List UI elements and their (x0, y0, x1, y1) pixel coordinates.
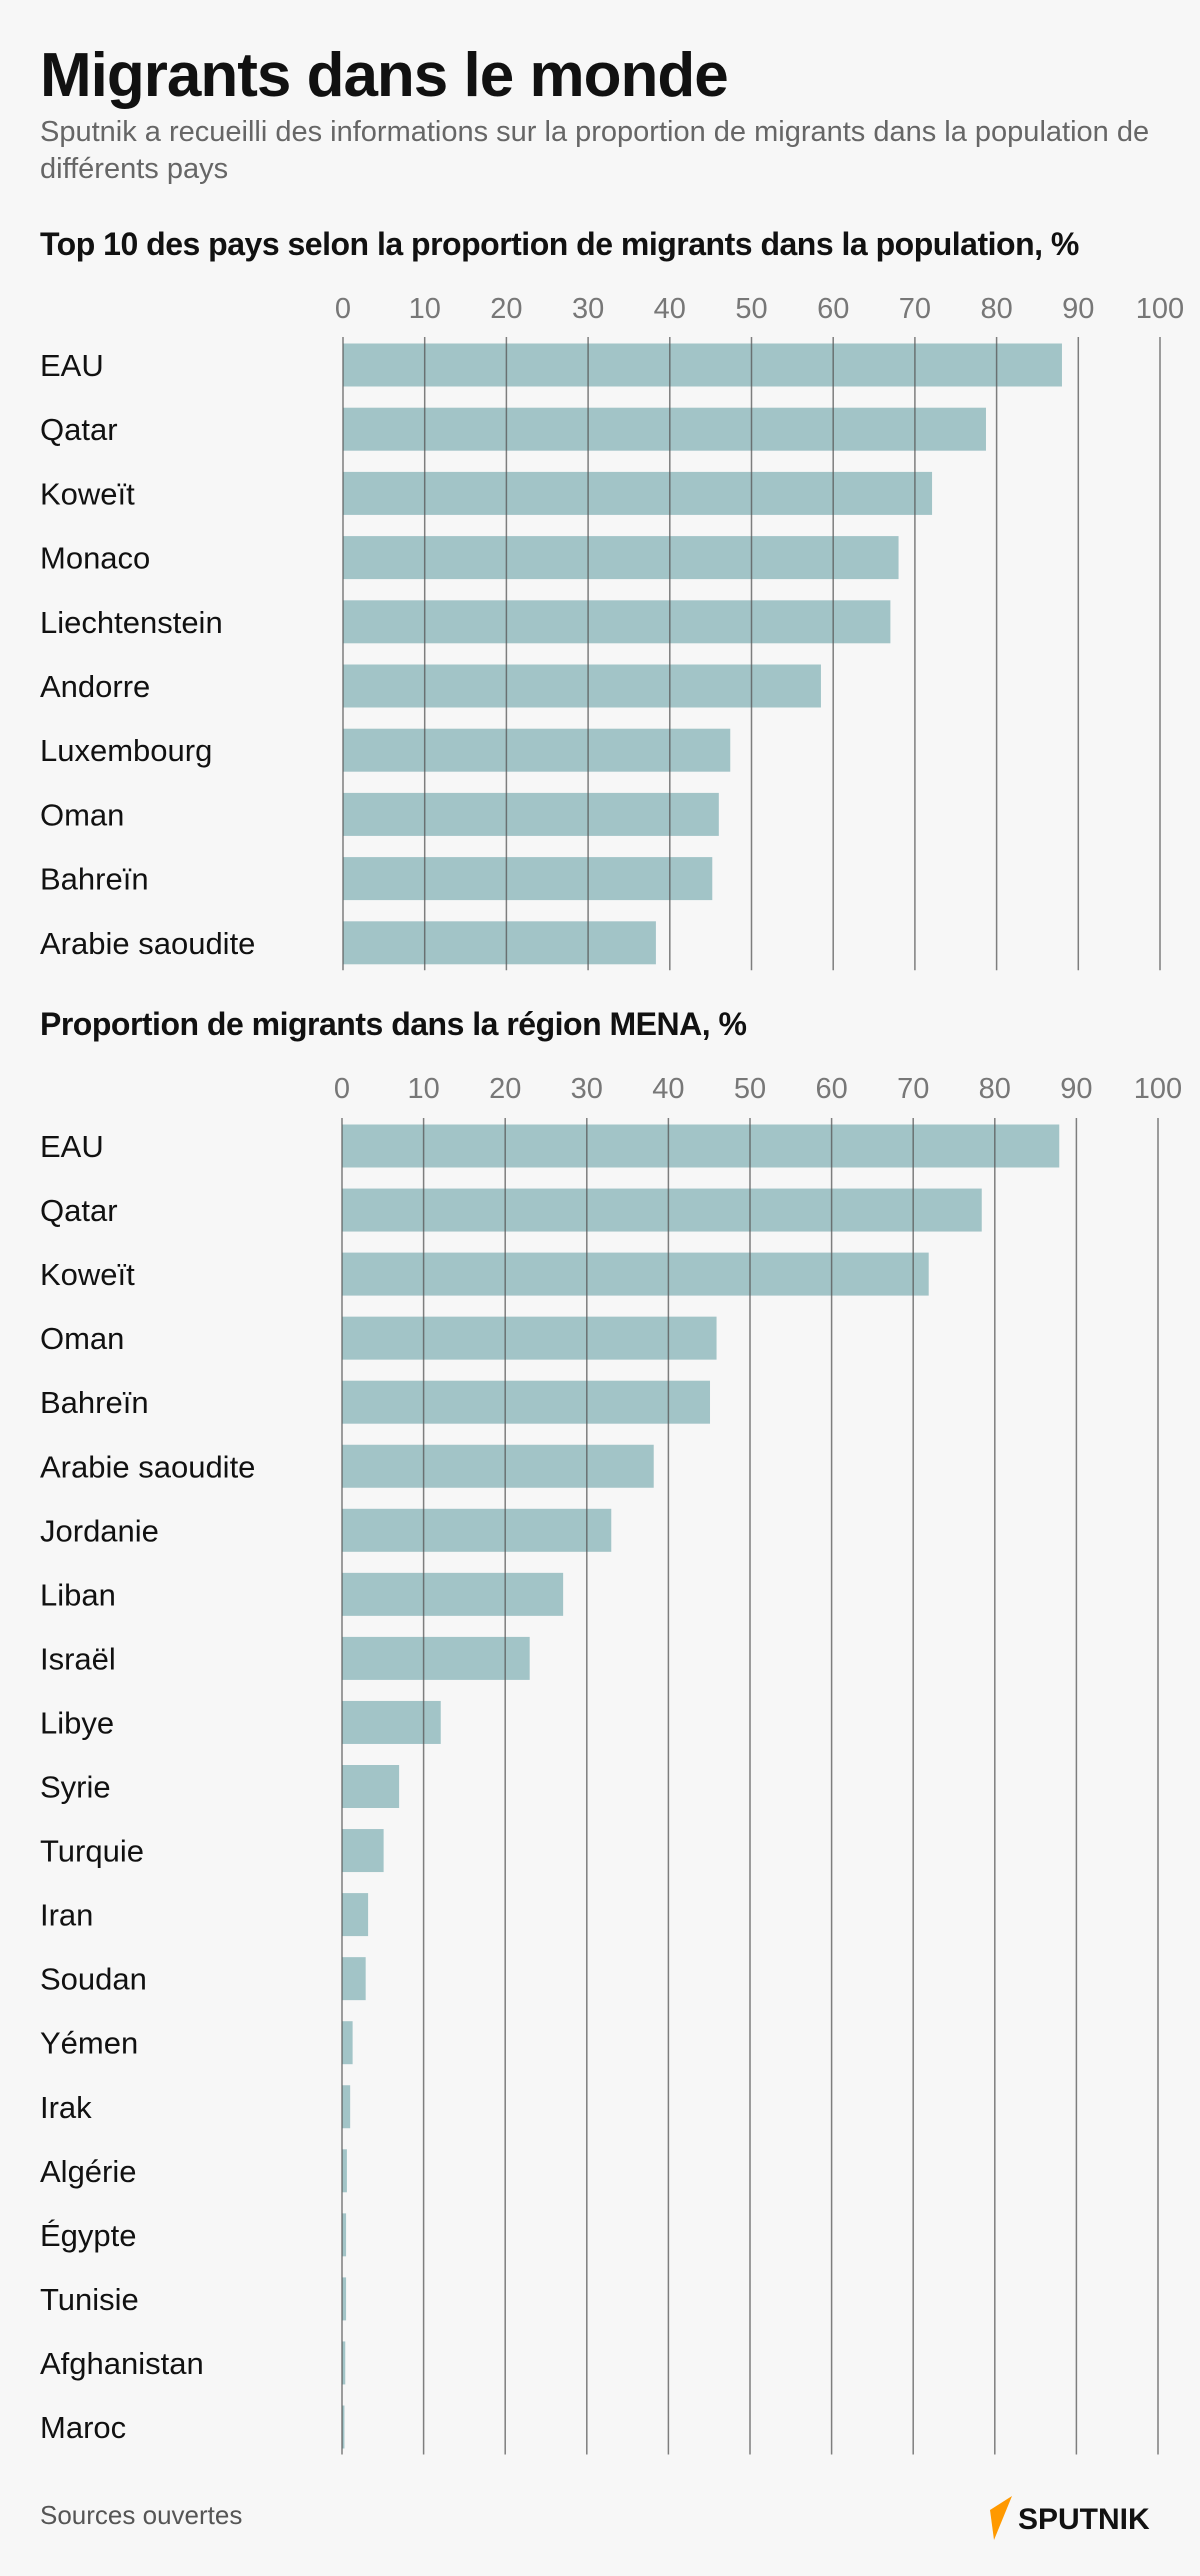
category-label: Koweït (40, 476, 135, 511)
tick-label: 40 (654, 293, 686, 325)
bar-Syrie (342, 1765, 400, 1808)
tick-label: 50 (734, 1073, 766, 1105)
category-label: Andorre (40, 669, 150, 704)
category-label: Qatar (40, 1193, 118, 1228)
source-note: Sources ouvertes (40, 2500, 243, 2530)
category-label: Israël (40, 1641, 116, 1676)
bar-Maroc (342, 2405, 345, 2449)
tick-label: 10 (409, 293, 441, 325)
category-label: Oman (40, 797, 124, 832)
category-label: Libye (40, 1705, 114, 1740)
category-label: Arabie saoudite (40, 926, 255, 961)
category-label: Maroc (40, 2410, 126, 2445)
tick-label: 60 (817, 293, 849, 325)
category-label: Bahreïn (40, 1385, 149, 1420)
category-label: Turquie (40, 1834, 144, 1869)
tick-label: 30 (571, 1073, 603, 1105)
tick-label: 80 (979, 1073, 1011, 1105)
bar-Bahreïn (343, 857, 713, 901)
tick-label: 20 (489, 1073, 521, 1105)
category-label: Arabie saoudite (40, 1449, 255, 1484)
category-label: Soudan (40, 1962, 147, 1997)
bar-EAU (342, 1124, 1060, 1168)
bar-Qatar (343, 407, 986, 451)
bar-EAU (343, 343, 1062, 387)
tick-label: 40 (652, 1073, 684, 1105)
tick-label: 80 (980, 293, 1012, 325)
category-label: Bahreïn (40, 862, 149, 897)
category-label: Syrie (40, 1770, 111, 1805)
bar-Oman (342, 1316, 717, 1360)
bar-Égypte (342, 2213, 347, 2257)
chart-title-mena: Proportion de migrants dans la région ME… (40, 1006, 747, 1042)
tick-label: 100 (1134, 1073, 1182, 1105)
bar-Liban (342, 1572, 564, 1616)
bar-Arabie saoudite (343, 921, 656, 965)
tick-label: 70 (899, 293, 931, 325)
category-label: Koweït (40, 1257, 135, 1292)
logo-text: SPUTNIK (1018, 2503, 1150, 2536)
bar-Liechtenstein (343, 600, 891, 644)
category-label: Tunisie (40, 2282, 139, 2317)
bar-Qatar (342, 1188, 982, 1232)
tick-label: 60 (815, 1073, 847, 1105)
tick-label: 30 (572, 293, 604, 325)
category-label: Luxembourg (40, 733, 212, 768)
bar-Iran (342, 1893, 369, 1937)
bar-Jordanie (342, 1508, 612, 1552)
category-label: Monaco (40, 541, 150, 576)
category-label: Liban (40, 1577, 116, 1612)
bar-Irak (342, 2085, 351, 2129)
bar-Yémen (342, 2021, 353, 2065)
sputnik-logo-icon (990, 2496, 1012, 2540)
bar-Luxembourg (343, 728, 731, 772)
category-label: Algérie (40, 2154, 137, 2189)
bar-Afghanistan (342, 2341, 346, 2385)
bar-chart-top10: EAU Qatar Koweït Monaco Liechtenstein Andorre… (40, 293, 1184, 971)
tick-label: 20 (490, 293, 522, 325)
category-label: Liechtenstein (40, 605, 223, 640)
tick-label: 70 (897, 1073, 929, 1105)
tick-label: 90 (1062, 293, 1094, 325)
bar-chart-mena: EAU Qatar Koweït Oman Bahreïn Arabie saoudite… (40, 1073, 1182, 2455)
bar-Libye (342, 1700, 441, 1744)
bar-Israël (342, 1636, 530, 1680)
category-label: EAU (40, 1129, 104, 1164)
bar-Turquie (342, 1829, 384, 1873)
bar-Soudan (342, 1957, 366, 2001)
tick-label: 10 (407, 1073, 439, 1105)
bar-Algérie (342, 2149, 347, 2193)
category-label: Afghanistan (40, 2346, 204, 2381)
chart-title-top10: Top 10 des pays selon la proportion de m… (40, 226, 1079, 262)
category-label: Oman (40, 1321, 124, 1356)
page-title: Migrants dans le monde (40, 41, 729, 110)
category-label: Qatar (40, 412, 118, 447)
page-subtitle: Sputnik a recueilli des informations sur… (40, 116, 1150, 185)
bar-Koweït (342, 1252, 929, 1296)
bar-Monaco (343, 536, 899, 580)
category-label: Jordanie (40, 1513, 159, 1548)
tick-label: 0 (334, 1073, 350, 1105)
sputnik-logo: SPUTNIK (990, 2496, 1150, 2540)
bar-Tunisie (342, 2277, 347, 2321)
tick-label: 90 (1060, 1073, 1092, 1105)
tick-label: 50 (735, 293, 767, 325)
category-label: Irak (40, 2090, 92, 2125)
category-label: Yémen (40, 2026, 138, 2061)
category-label: EAU (40, 348, 104, 383)
bar-Arabie saoudite (342, 1444, 654, 1488)
category-label: Égypte (40, 2218, 137, 2253)
bar-Andorre (343, 664, 821, 708)
tick-label: 0 (335, 293, 351, 325)
bar-Bahreïn (342, 1380, 711, 1424)
category-label: Iran (40, 1898, 93, 1933)
bar-Oman (343, 792, 719, 836)
tick-label: 100 (1136, 293, 1184, 325)
